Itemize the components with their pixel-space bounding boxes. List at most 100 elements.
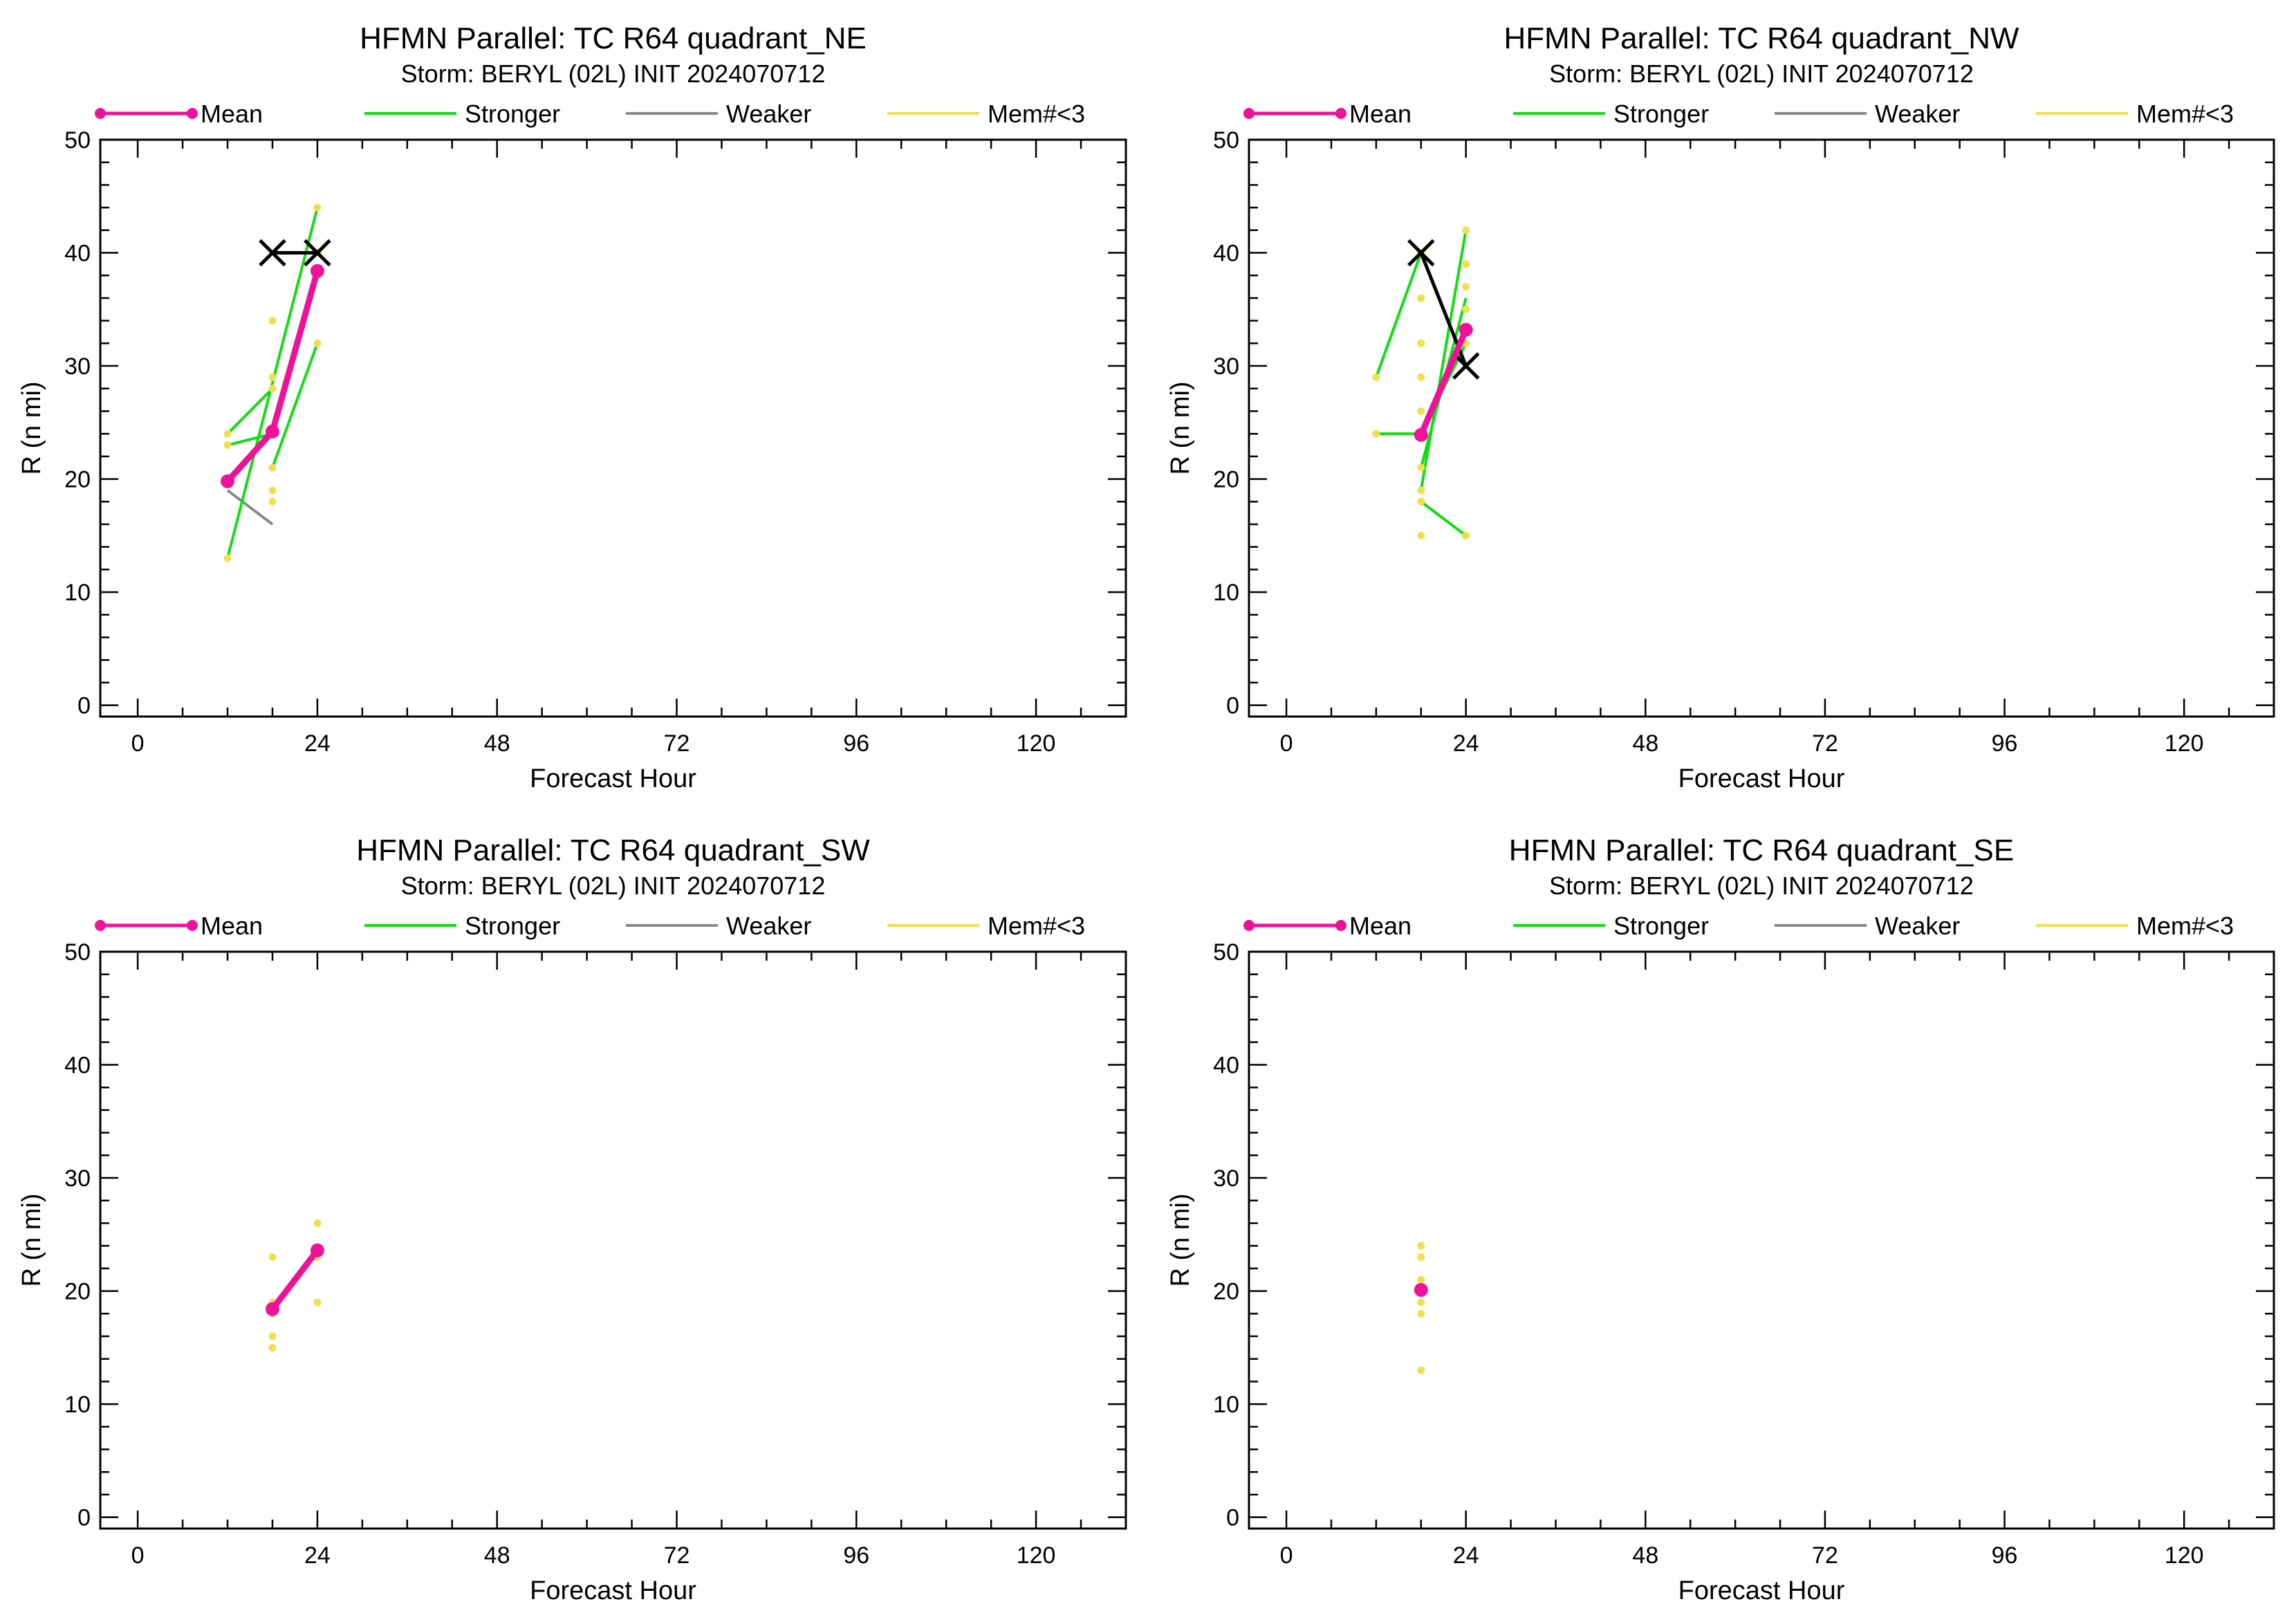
mean-point [265,424,279,439]
chart-panel-1: HFMN Parallel: TC R64 quadrant_NW Storm: … [1166,21,2275,793]
x-tick-label: 48 [484,1542,510,1569]
observed-marker [1407,239,1435,267]
y-tick-label: 20 [1213,1279,1239,1305]
mean-point [310,264,324,278]
few-members-dot [268,1343,277,1351]
legend: Mean Stronger Weaker Mem#<3 [1243,912,2234,940]
y-tick-label: 0 [77,1505,91,1531]
x-tick-label: 120 [2165,1542,2204,1569]
stronger-member-line [1419,230,1468,491]
y-tick-label: 50 [64,127,91,154]
mean-point [1414,1282,1428,1297]
mean-line [1418,328,1469,436]
legend-few-members-label: Mem#<3 [988,912,1085,940]
x-tick-label: 120 [2165,730,2204,757]
chart-subtitle: Storm: BERYL (02L) INIT 2024070712 [401,871,826,900]
legend-few-members-label: Mem#<3 [2136,100,2234,128]
few-members-dot [1462,531,1470,539]
stronger-member-line [1375,252,1423,378]
few-members-dot [1462,260,1470,268]
y-tick-label: 20 [1213,467,1239,493]
few-members-dot [1372,373,1380,381]
legend-mean-marker [187,920,198,931]
x-tick-label: 96 [843,1542,869,1569]
few-members-dot [1462,226,1470,234]
legend-weaker-label: Weaker [726,100,811,128]
mean-point [1414,427,1428,442]
few-members-dot [1417,1298,1425,1307]
y-tick-label: 0 [1226,1505,1239,1531]
y-tick-label: 10 [64,580,91,606]
chart-panel-2: HFMN Parallel: TC R64 quadrant_SW Storm: … [17,833,1127,1605]
y-tick-label: 30 [64,1165,91,1192]
legend-few-members-label: Mem#<3 [988,100,1085,128]
x-tick-label: 24 [304,1542,331,1569]
legend-mean-marker [95,920,106,931]
legend-mean-marker [1335,108,1346,119]
x-tick-label: 72 [1812,1542,1838,1569]
legend-mean-label: Mean [201,912,263,940]
mean-point [265,1302,279,1316]
x-tick-label: 24 [1453,1542,1479,1569]
x-tick-label: 96 [1992,1542,2018,1569]
x-tick-label: 24 [304,730,331,757]
legend-mean-marker [95,108,106,119]
y-tick-label: 40 [64,241,91,267]
x-tick-label: 120 [1017,1542,1056,1569]
plot-frame [1248,950,2275,1530]
legend-few-members-label: Mem#<3 [2136,912,2234,940]
few-members-dot [1417,339,1425,347]
chart-subtitle: Storm: BERYL (02L) INIT 2024070712 [1549,59,1974,88]
chart-title: HFMN Parallel: TC R64 quadrant_SE [1509,833,2014,867]
few-members-dot [268,373,277,381]
few-members-dot [268,1253,277,1262]
y-tick-label: 30 [1213,1165,1239,1192]
x-axis-label: Forecast Hour [1678,764,1845,793]
y-tick-label: 50 [1213,939,1239,966]
y-tick-label: 10 [1213,1392,1239,1418]
few-members-dot [313,339,322,347]
x-tick-label: 72 [1812,730,1838,757]
few-members-dot [223,430,232,438]
legend-mean-label: Mean [201,100,263,128]
x-tick-label: 48 [1632,1542,1658,1569]
chart-title: HFMN Parallel: TC R64 quadrant_SW [356,833,870,867]
x-tick-label: 0 [1280,730,1293,757]
legend-mean-marker [187,108,198,119]
y-tick-label: 30 [1213,353,1239,380]
few-members-dot [1462,283,1470,291]
few-members-dot [1417,463,1425,472]
legend: Mean Stronger Weaker Mem#<3 [95,912,1085,940]
legend-weaker-label: Weaker [726,912,811,940]
stronger-member-line [226,207,319,559]
x-tick-label: 48 [1632,730,1658,757]
observed-marker [1452,352,1480,380]
legend: Mean Stronger Weaker Mem#<3 [95,100,1085,128]
few-members-dot [1417,497,1425,506]
y-tick-label: 50 [64,939,91,966]
few-members-dot [1417,1366,1425,1374]
y-axis-label: R (n mi) [17,381,46,474]
few-members-dot [1417,1275,1425,1284]
y-axis-label: R (n mi) [1166,381,1195,474]
few-members-dot [1417,1242,1425,1250]
mean-point [310,1243,324,1257]
mean-point [1459,322,1473,337]
few-members-dot [268,385,277,393]
few-members-dot [268,497,277,506]
y-tick-label: 20 [64,1279,91,1305]
y-tick-label: 10 [1213,580,1239,606]
legend-weaker-label: Weaker [1875,912,1960,940]
stronger-member-line [1420,500,1467,537]
y-tick-label: 0 [77,693,91,719]
x-tick-label: 0 [131,730,145,757]
x-tick-label: 0 [1280,1542,1293,1569]
few-members-dot [268,317,277,325]
x-tick-label: 120 [1017,730,1056,757]
few-members-dot [1417,1309,1425,1318]
few-members-dot [1462,305,1470,313]
legend-mean-label: Mean [1349,912,1411,940]
few-members-dot [1417,373,1425,381]
stronger-member-line [271,342,319,468]
